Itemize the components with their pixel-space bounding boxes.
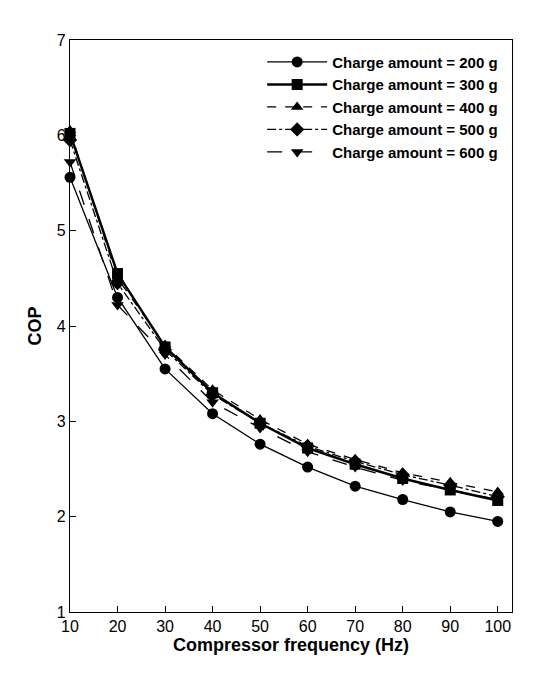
svg-text:Charge amount = 400 g: Charge amount = 400 g xyxy=(332,99,497,116)
svg-text:5: 5 xyxy=(57,222,66,239)
svg-text:3: 3 xyxy=(57,413,66,430)
svg-text:40: 40 xyxy=(204,618,222,635)
svg-text:2: 2 xyxy=(57,508,66,525)
svg-text:Compressor frequency (Hz): Compressor frequency (Hz) xyxy=(173,635,409,655)
svg-text:Charge amount = 300 g: Charge amount = 300 g xyxy=(332,76,497,93)
svg-text:70: 70 xyxy=(346,618,364,635)
svg-text:100: 100 xyxy=(484,618,511,635)
svg-text:20: 20 xyxy=(109,618,127,635)
svg-text:50: 50 xyxy=(251,618,269,635)
svg-text:COP: COP xyxy=(25,306,45,345)
svg-text:Charge amount = 600 g: Charge amount = 600 g xyxy=(332,144,497,161)
svg-text:90: 90 xyxy=(441,618,459,635)
svg-text:4: 4 xyxy=(57,318,66,335)
svg-text:Charge amount = 500 g: Charge amount = 500 g xyxy=(332,121,497,138)
svg-text:60: 60 xyxy=(299,618,317,635)
svg-text:1: 1 xyxy=(57,604,66,621)
svg-text:7: 7 xyxy=(57,32,66,49)
svg-text:Charge amount = 200 g: Charge amount = 200 g xyxy=(332,54,497,71)
svg-text:30: 30 xyxy=(156,618,174,635)
svg-text:80: 80 xyxy=(394,618,412,635)
svg-text:10: 10 xyxy=(61,618,79,635)
svg-text:6: 6 xyxy=(57,127,66,144)
